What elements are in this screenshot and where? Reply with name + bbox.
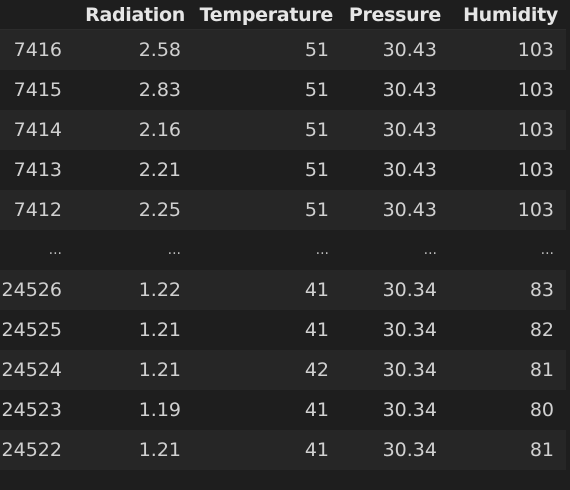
cell-pressure: 30.34 <box>382 318 437 341</box>
cell-pressure: 30.34 <box>382 278 437 301</box>
column-header-pressure: Pressure <box>341 0 449 30</box>
table-row: 7415 2.83 51 30.43 103 <box>0 69 566 110</box>
cell-radiation: 2.25 <box>138 198 181 221</box>
row-index: 24526 <box>1 278 62 301</box>
table-row: 7413 2.21 51 30.43 103 <box>0 149 566 190</box>
cell-humidity: 103 <box>517 38 554 61</box>
cell-humidity: 103 <box>517 118 554 141</box>
cell-pressure: 30.43 <box>382 78 437 101</box>
cell-humidity: 81 <box>529 358 554 381</box>
row-index: 7413 <box>13 158 62 181</box>
row-index: 7414 <box>13 118 62 141</box>
table-header: Radiation Temperature Pressure Humidity <box>0 0 566 30</box>
cell-humidity: 83 <box>529 278 554 301</box>
table-body: 7416 2.58 51 30.43 103 7415 2.83 51 30.4… <box>0 29 566 470</box>
cell-humidity: ... <box>540 241 554 258</box>
table-row: 24524 1.21 42 30.34 81 <box>0 349 566 390</box>
dataframe-table: Radiation Temperature Pressure Humidity … <box>0 0 566 470</box>
cell-humidity: 103 <box>517 158 554 181</box>
cell-radiation: 1.19 <box>138 398 181 421</box>
cell-temperature: 42 <box>304 358 329 381</box>
cell-temperature: 41 <box>304 398 329 421</box>
cell-temperature: 51 <box>304 38 329 61</box>
column-header-humidity: Humidity <box>449 0 566 30</box>
cell-pressure: 30.43 <box>382 38 437 61</box>
cell-radiation: 2.83 <box>138 78 181 101</box>
table-row: 7414 2.16 51 30.43 103 <box>0 109 566 150</box>
cell-humidity: 82 <box>529 318 554 341</box>
cell-radiation: 1.21 <box>138 318 181 341</box>
row-index: 7416 <box>13 38 62 61</box>
cell-temperature: 41 <box>304 318 329 341</box>
cell-temperature: 51 <box>304 78 329 101</box>
cell-temperature: 51 <box>304 118 329 141</box>
column-header-radiation: Radiation <box>75 0 193 30</box>
cell-radiation: 2.21 <box>138 158 181 181</box>
cell-pressure: ... <box>423 241 437 258</box>
cell-temperature: 51 <box>304 198 329 221</box>
cell-humidity: 81 <box>529 438 554 461</box>
cell-temperature: 51 <box>304 158 329 181</box>
cell-pressure: 30.34 <box>382 398 437 421</box>
row-index: 24523 <box>1 398 62 421</box>
row-index: 7412 <box>13 198 62 221</box>
column-header-temperature: Temperature <box>193 0 341 30</box>
header-row: Radiation Temperature Pressure Humidity <box>0 0 566 30</box>
table-row: 24525 1.21 41 30.34 82 <box>0 309 566 350</box>
cell-radiation: 1.21 <box>138 438 181 461</box>
row-index: ... <box>48 241 62 258</box>
cell-radiation: 1.21 <box>138 358 181 381</box>
table-row: 24522 1.21 41 30.34 81 <box>0 429 566 470</box>
table-row: 7412 2.25 51 30.43 103 <box>0 189 566 230</box>
table-row: 24526 1.22 41 30.34 83 <box>0 269 566 310</box>
row-index: 24525 <box>1 318 62 341</box>
cell-pressure: 30.43 <box>382 198 437 221</box>
cell-pressure: 30.43 <box>382 158 437 181</box>
cell-temperature: ... <box>315 241 329 258</box>
cell-radiation: 1.22 <box>138 278 181 301</box>
cell-temperature: 41 <box>304 278 329 301</box>
table-row: 24523 1.19 41 30.34 80 <box>0 389 566 430</box>
cell-humidity: 103 <box>517 198 554 221</box>
cell-radiation: 2.58 <box>138 38 181 61</box>
cell-pressure: 30.34 <box>382 358 437 381</box>
index-column-header <box>0 0 75 30</box>
row-index: 24522 <box>1 438 62 461</box>
table-row: 7416 2.58 51 30.43 103 <box>0 29 566 70</box>
cell-radiation: ... <box>167 241 181 258</box>
cell-pressure: 30.43 <box>382 118 437 141</box>
cell-radiation: 2.16 <box>138 118 181 141</box>
row-index: 24524 <box>1 358 62 381</box>
row-index: 7415 <box>13 78 62 101</box>
cell-temperature: 41 <box>304 438 329 461</box>
ellipsis-row: ... ... ... ... ... <box>0 229 566 270</box>
cell-pressure: 30.34 <box>382 438 437 461</box>
cell-humidity: 103 <box>517 78 554 101</box>
cell-humidity: 80 <box>529 398 554 421</box>
